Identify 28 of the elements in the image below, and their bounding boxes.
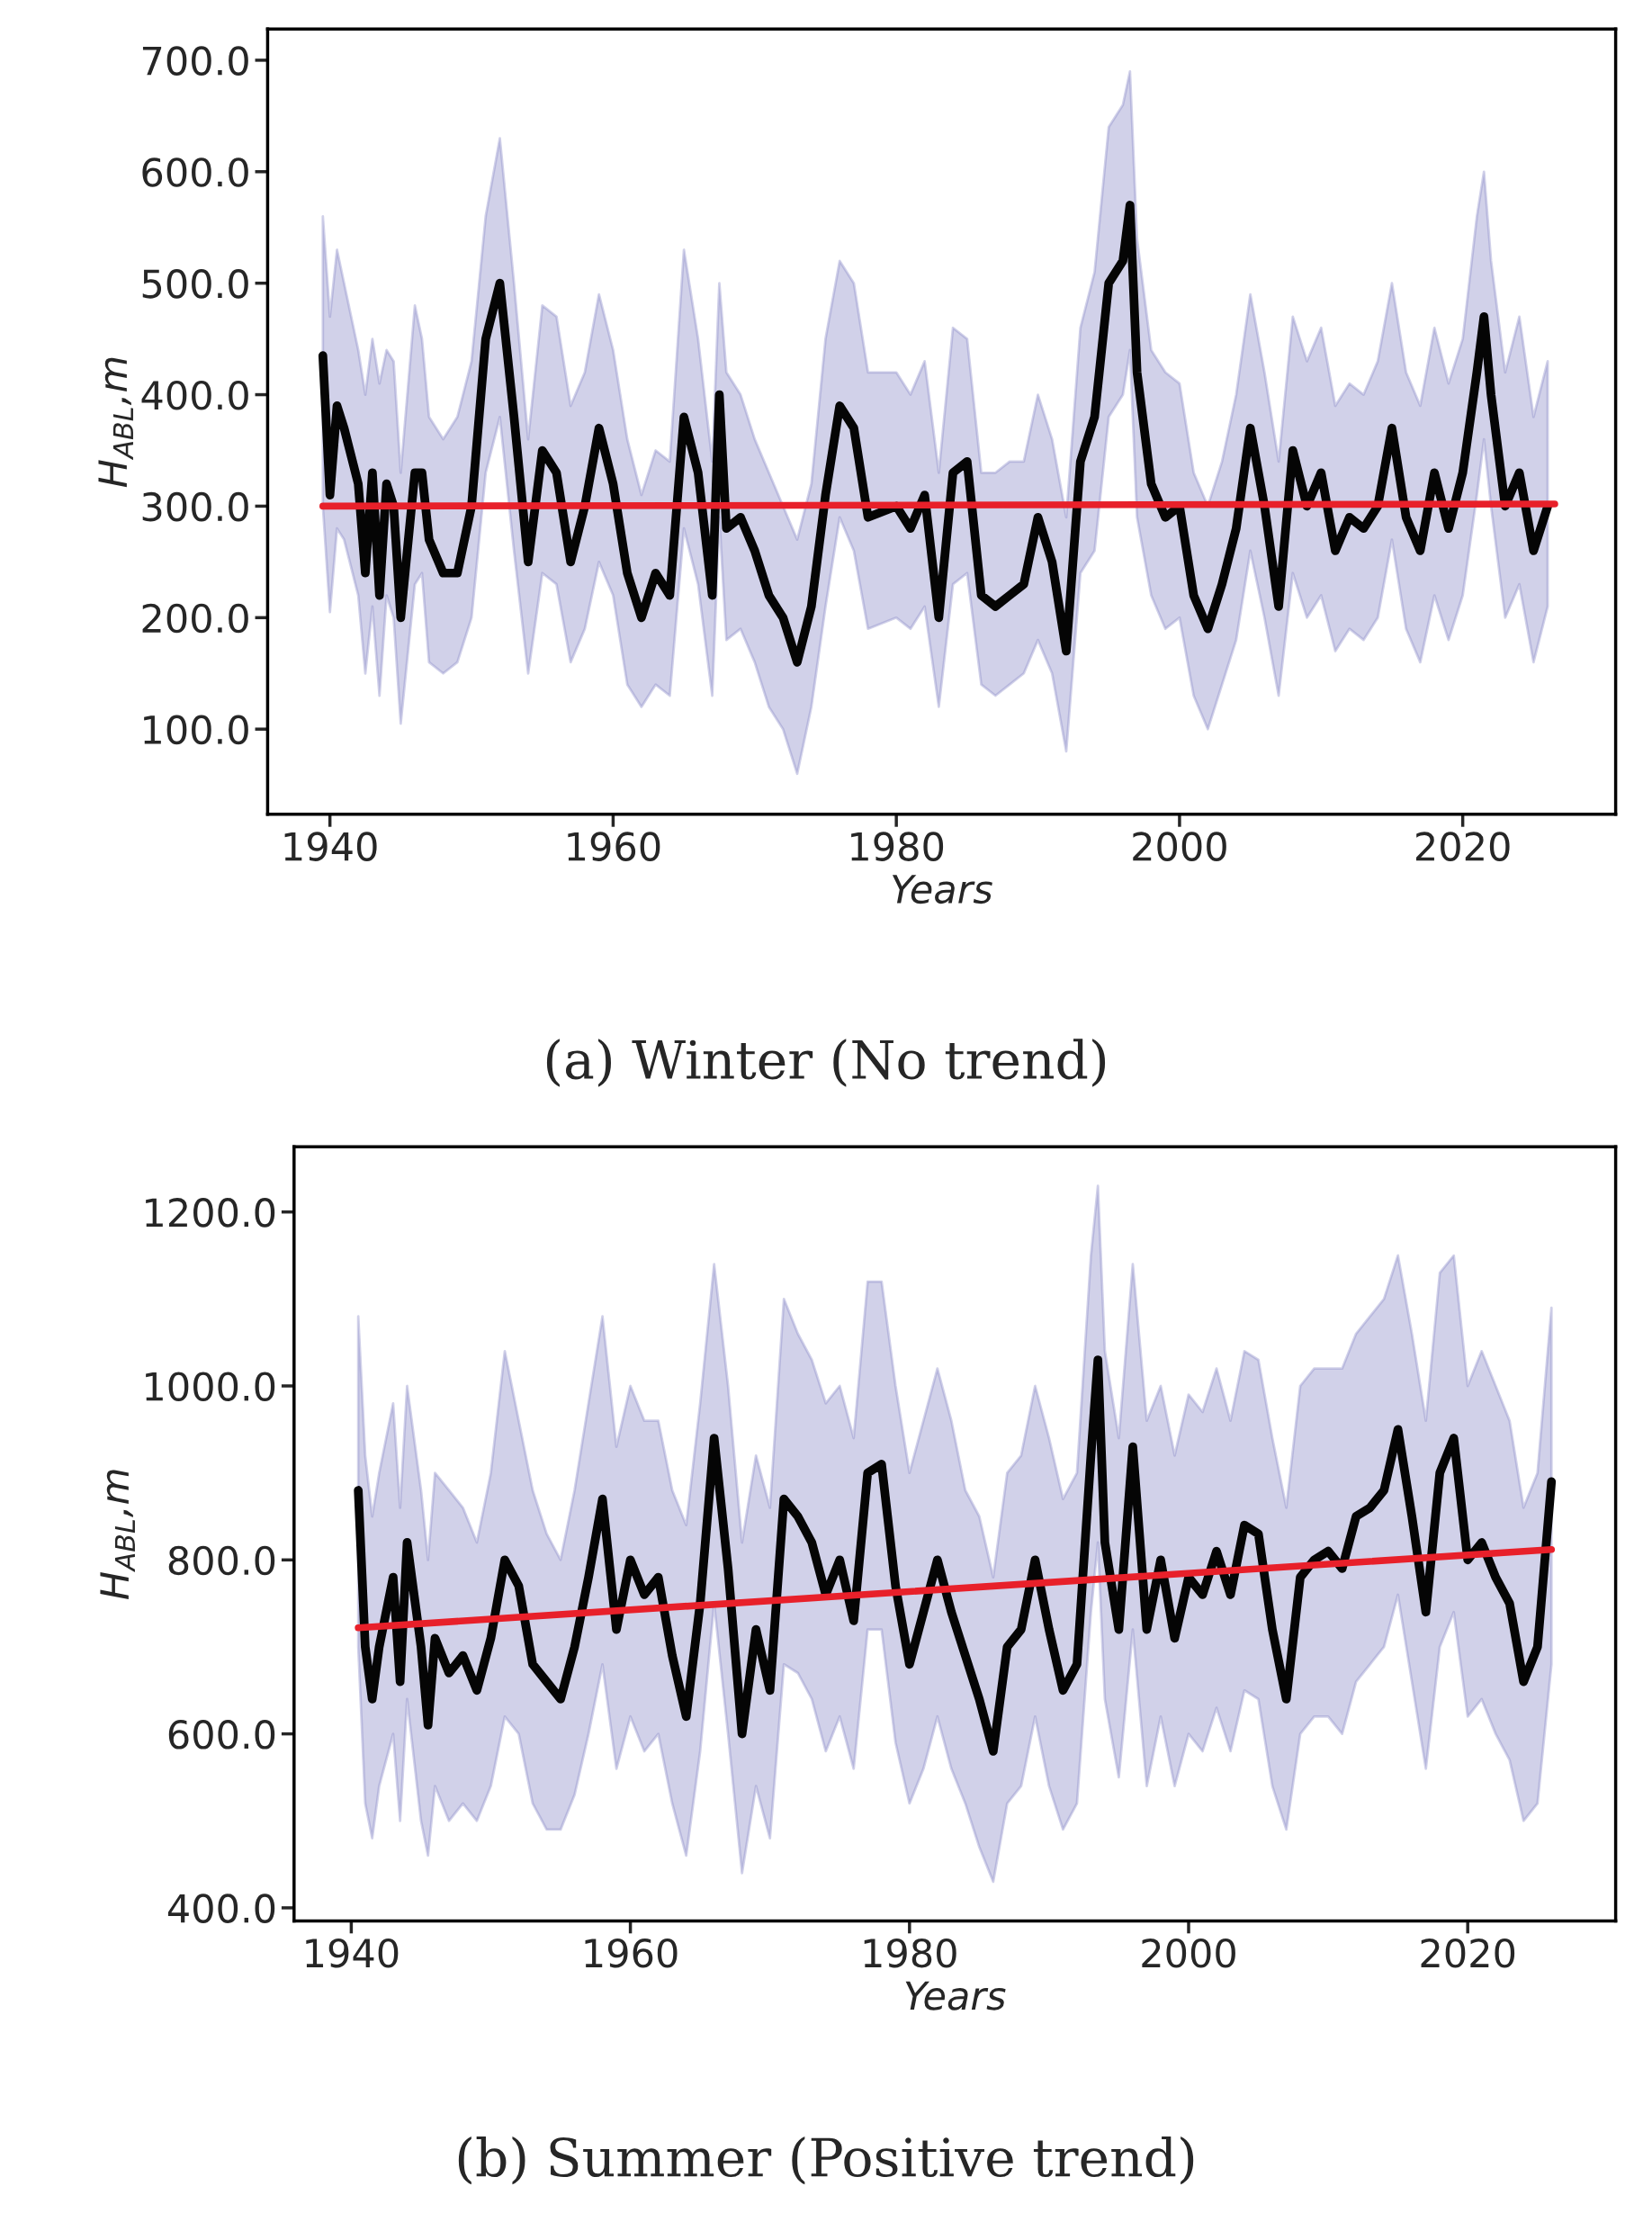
y-tick-label: 700.0 <box>142 46 248 76</box>
y-tick-label: 100.0 <box>144 715 248 745</box>
x-tick-label: 1940 <box>284 832 377 861</box>
x-tick-label: 1980 <box>864 1938 956 1968</box>
x-tick-label: 1940 <box>306 1938 399 1968</box>
y-tick-label: 600.0 <box>142 157 248 187</box>
x-tick-label: 2020 <box>1421 1938 1515 1968</box>
x-tick-label: 1960 <box>585 1938 678 1968</box>
y-tick-label: 200.0 <box>142 603 248 634</box>
x-tick-label: 1960 <box>568 832 660 861</box>
y-tick-label: 400.0 <box>141 380 248 410</box>
y-tick-label: 400.0 <box>167 1894 275 1923</box>
x-axis-title: Years <box>905 1981 1006 2011</box>
text: (a) Winter (No trend) <box>546 1039 1106 1087</box>
text: (b) Summer (Positive trend) <box>458 2136 1194 2185</box>
y-axis-title: H$_{ABL}$,m <box>98 357 133 488</box>
y-tick-label: 600.0 <box>168 1720 275 1750</box>
x-tick-label: 2000 <box>1133 832 1226 861</box>
y-tick-label: 500.0 <box>142 269 248 299</box>
y-tick-label: 1000.0 <box>146 1372 275 1401</box>
y-tick-label: 300.0 <box>142 491 248 522</box>
y-axis-title: H$_{ABL}$,m <box>100 1470 135 1599</box>
x-tick-label: 2020 <box>1416 832 1510 861</box>
x-tick-label: 1980 <box>851 832 944 861</box>
y-tick-label: 1200.0 <box>146 1198 275 1228</box>
x-tick-label: 2000 <box>1142 1938 1235 1968</box>
x-axis-title: Years <box>892 875 992 904</box>
y-tick-label: 800.0 <box>168 1545 275 1576</box>
